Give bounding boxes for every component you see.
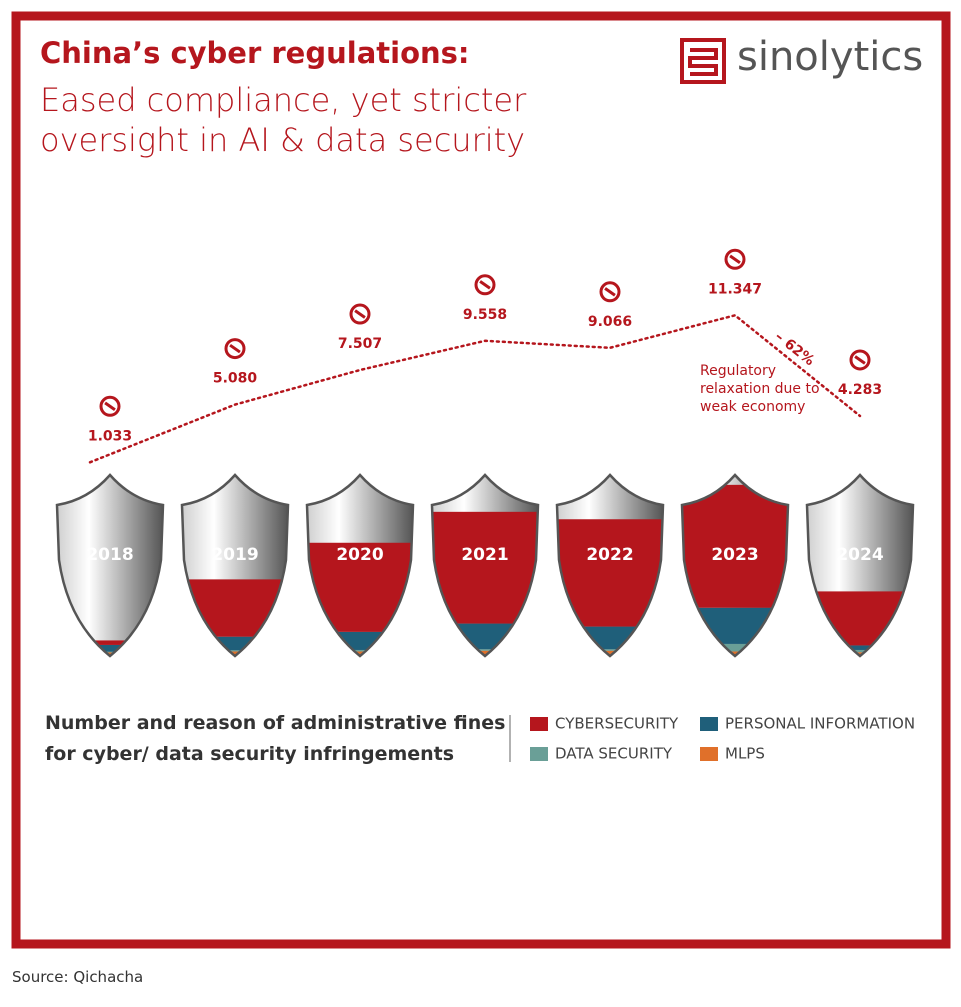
shield-segment: [682, 484, 788, 608]
x-tick-label: 2020: [336, 545, 383, 565]
icon-ring: [224, 338, 246, 360]
icon-bar: [729, 254, 741, 264]
shield-segment: [57, 640, 163, 645]
shield-segment: [57, 652, 163, 656]
icon-bar: [479, 280, 491, 290]
shield-segment: [682, 651, 788, 656]
shield-segment: [307, 631, 413, 650]
shield-fill: [807, 591, 913, 656]
shield-outline: [305, 473, 415, 658]
shield-segment: [807, 649, 913, 653]
shield-segment: [182, 651, 288, 656]
legend-label: MLPS: [725, 745, 765, 763]
shield-outline: [555, 473, 665, 658]
x-tick-label: 2019: [211, 545, 258, 565]
frame: [11, 11, 951, 949]
fine-icon: [724, 248, 746, 270]
x-tick-label: 2024: [836, 545, 883, 565]
value-label: 11.347: [708, 281, 762, 297]
shield-segment: [557, 650, 663, 656]
shield-segment: [557, 649, 663, 651]
icon-ring: [349, 303, 371, 325]
x-tick-label: 2022: [586, 545, 633, 565]
shield-outline: [680, 473, 790, 658]
value-label: 7.507: [338, 336, 382, 352]
x-tick-label: 2021: [461, 545, 508, 565]
shield-segment: [557, 519, 663, 627]
chart-subtitle: Eased compliance, yet stricter oversight…: [40, 81, 527, 159]
shield-fill: [432, 511, 538, 656]
total-line: [88, 313, 862, 464]
fine-icon: [99, 395, 121, 417]
shield-segment: [57, 651, 163, 653]
x-tick-label: 2023: [711, 545, 758, 565]
fine-icon: [849, 349, 871, 371]
icon-ring: [599, 281, 621, 303]
shield-segment: [182, 636, 288, 651]
shield-segment: [807, 652, 913, 656]
icon-ring: [474, 274, 496, 296]
shield-segment: [807, 645, 913, 650]
shield-outline: [805, 473, 915, 658]
value-label: 5.080: [213, 371, 258, 387]
icon-bar: [104, 401, 116, 411]
shield-segment: [432, 511, 538, 624]
value-label: 9.066: [588, 314, 632, 330]
shield-segment: [307, 649, 413, 652]
shield-outline: [180, 473, 290, 658]
shield-segment: [432, 649, 538, 651]
legend-label: DATA SECURITY: [555, 745, 673, 763]
logo: sinolytics: [737, 34, 924, 80]
legend-swatch: [700, 717, 718, 731]
shield-segment: [682, 643, 788, 652]
shield-segment: [557, 626, 663, 650]
value-label: 9.558: [463, 307, 507, 323]
fine-icon: [349, 303, 371, 325]
shield-segment: [432, 623, 538, 650]
shield-segment: [182, 579, 288, 637]
icon-ring: [99, 395, 121, 417]
icon-bar: [354, 309, 366, 319]
icon-ring: [724, 248, 746, 270]
shield-segment: [682, 607, 788, 644]
logo-icon: [680, 38, 726, 84]
shield-segment: [307, 651, 413, 656]
legend-label: CYBERSECURITY: [555, 715, 679, 733]
annotation: Regulatory relaxation due to weak econom…: [700, 363, 820, 415]
shield-fill: [57, 640, 163, 656]
legend-label: PERSONAL INFORMATION: [725, 715, 915, 733]
fine-icon: [224, 338, 246, 360]
shield-fill: [682, 484, 788, 656]
shield-segment: [182, 650, 288, 652]
legend-swatch: [530, 717, 548, 731]
icon-ring: [849, 349, 871, 371]
shield-body: [57, 475, 163, 656]
shield-fill: [557, 519, 663, 656]
x-tick-label: 2018: [86, 545, 133, 565]
shield-fill: [182, 579, 288, 656]
icon-bar: [604, 287, 616, 297]
legend-swatch: [530, 747, 548, 761]
fine-icon: [599, 281, 621, 303]
shield-outline: [430, 473, 540, 658]
legend-swatch: [700, 747, 718, 761]
legend-title: Number and reason of administrative fine…: [45, 712, 506, 765]
icon-bar: [229, 343, 241, 354]
value-label: 4.283: [838, 382, 882, 398]
icon-bar: [854, 355, 866, 365]
shield-segment: [432, 650, 538, 656]
value-label: 1.033: [88, 428, 132, 444]
shield-segment: [57, 644, 163, 652]
chart-title: China’s cyber regulations:: [40, 36, 470, 70]
shield-outline: [55, 473, 165, 658]
source: Source: Qichacha: [12, 968, 144, 986]
fine-icon: [474, 274, 496, 296]
